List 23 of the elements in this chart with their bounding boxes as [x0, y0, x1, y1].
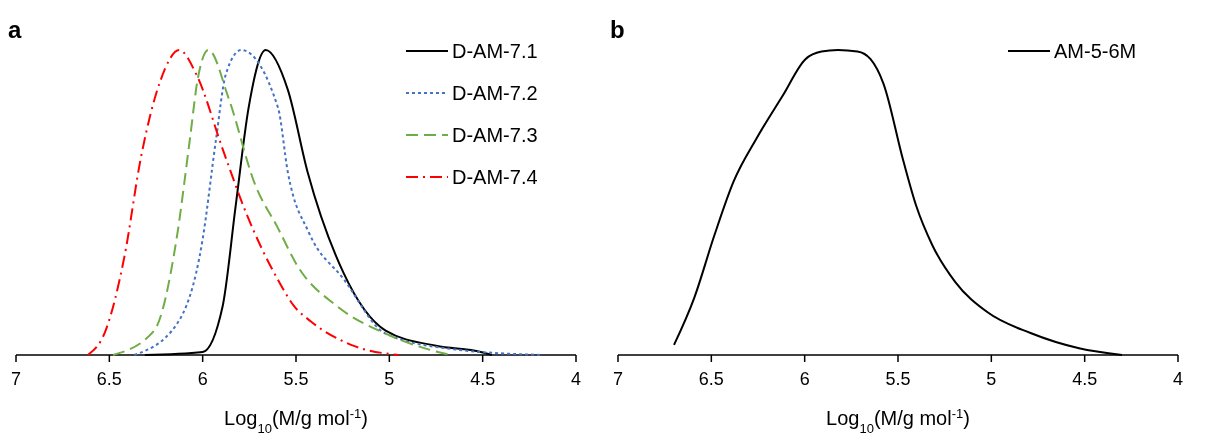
x-tick-label: 5.5 — [885, 369, 911, 389]
x-axis-title: Log$_{10}$(M/g mol$^{-1}$) — [826, 405, 970, 436]
x-axis-title: Log$_{10}$(M/g mol$^{-1}$) — [224, 405, 368, 436]
x-tick-label: 6.5 — [698, 369, 724, 389]
x-tick-label: 4 — [570, 369, 582, 389]
legend-label: D-AM-7.3 — [452, 124, 538, 146]
legend-label: D-AM-7.1 — [452, 40, 538, 62]
x-tick-label: 5 — [986, 369, 997, 389]
x-tick-label: 7 — [612, 369, 624, 389]
legend-label: AM-5-6M — [1054, 40, 1137, 62]
chart-title: b — [610, 16, 625, 43]
legend-label: D-AM-7.2 — [452, 82, 538, 104]
x-tick-label: 6 — [799, 369, 810, 389]
x-tick-label: 6.5 — [96, 369, 122, 389]
x-tick-label: 5 — [384, 369, 395, 389]
legend-label: D-AM-7.4 — [452, 166, 538, 188]
x-tick-label: 4.5 — [1072, 369, 1098, 389]
x-tick-label: 4.5 — [470, 369, 496, 389]
chart-title: a — [8, 16, 22, 43]
x-tick-label: 5.5 — [283, 369, 309, 389]
x-tick-label: 6 — [197, 369, 208, 389]
x-tick-label: 7 — [10, 369, 22, 389]
x-tick-label: 4 — [1172, 369, 1184, 389]
